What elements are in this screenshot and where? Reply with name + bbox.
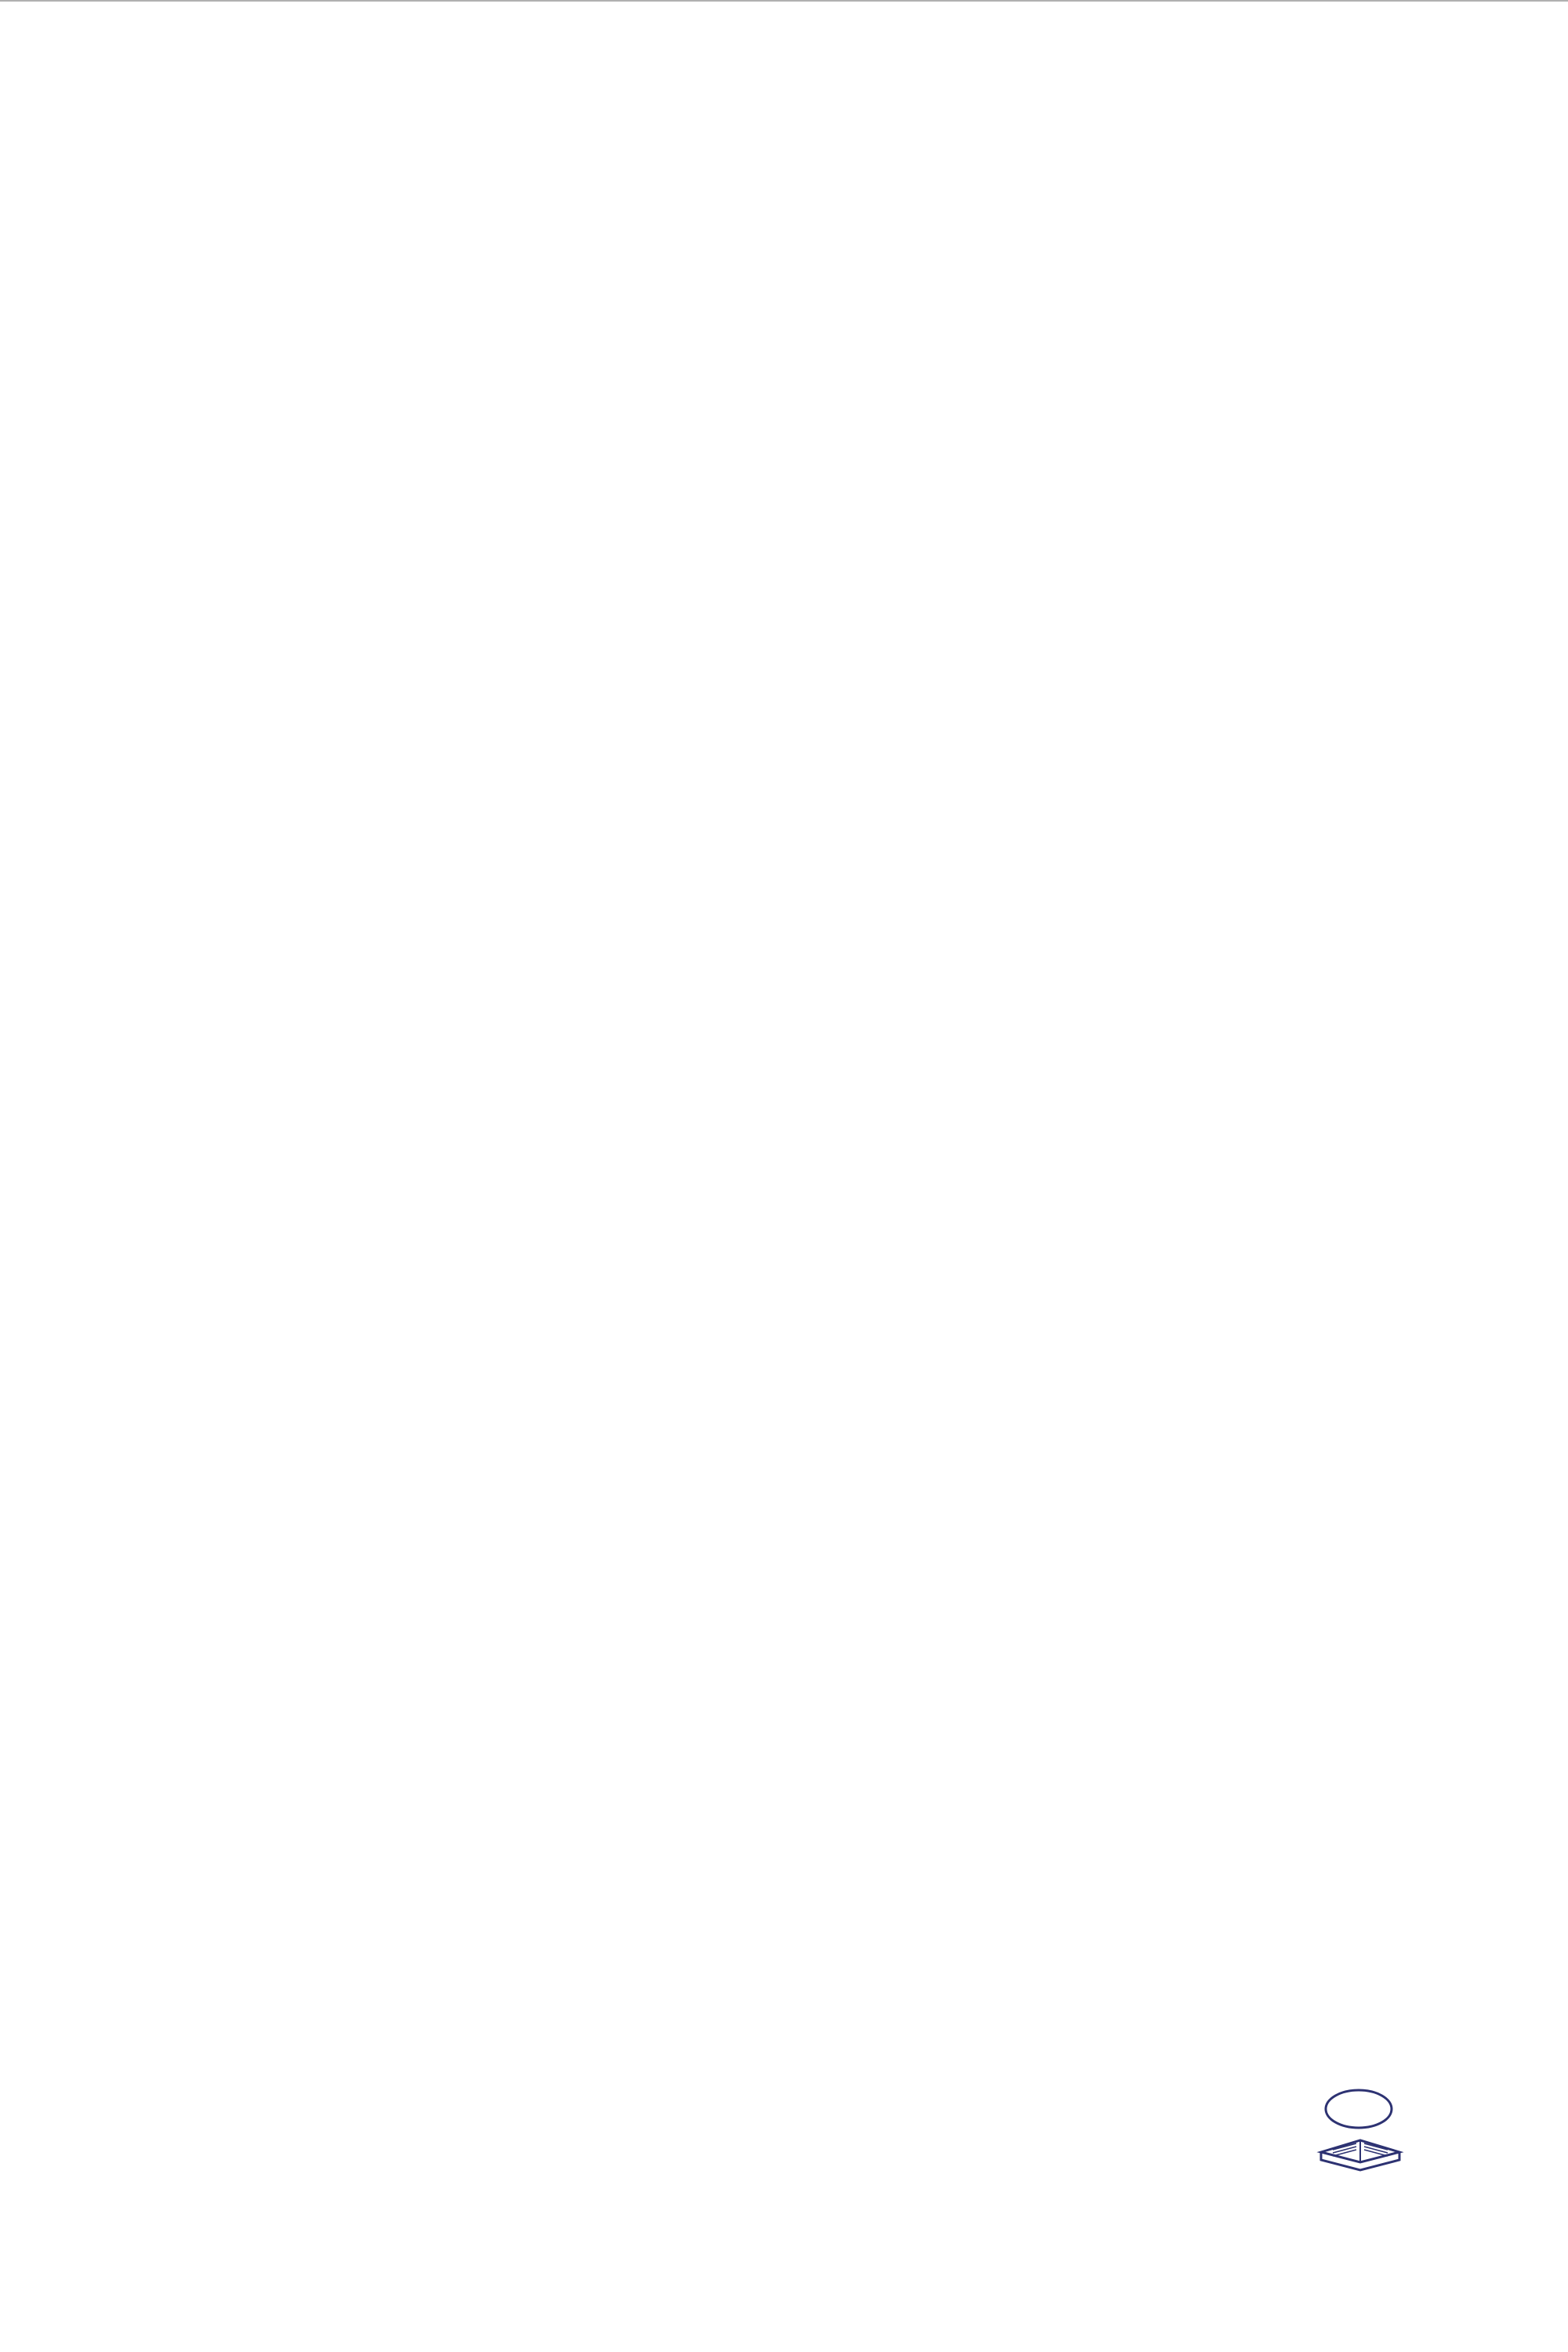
horizontal-divider: [0, 0, 1568, 2]
book-cover: [0, 0, 1568, 2352]
publisher-logo: [1305, 2078, 1423, 2180]
book-laurel-icon: [1305, 2078, 1423, 2180]
publisher-block: [1305, 2078, 1443, 2180]
